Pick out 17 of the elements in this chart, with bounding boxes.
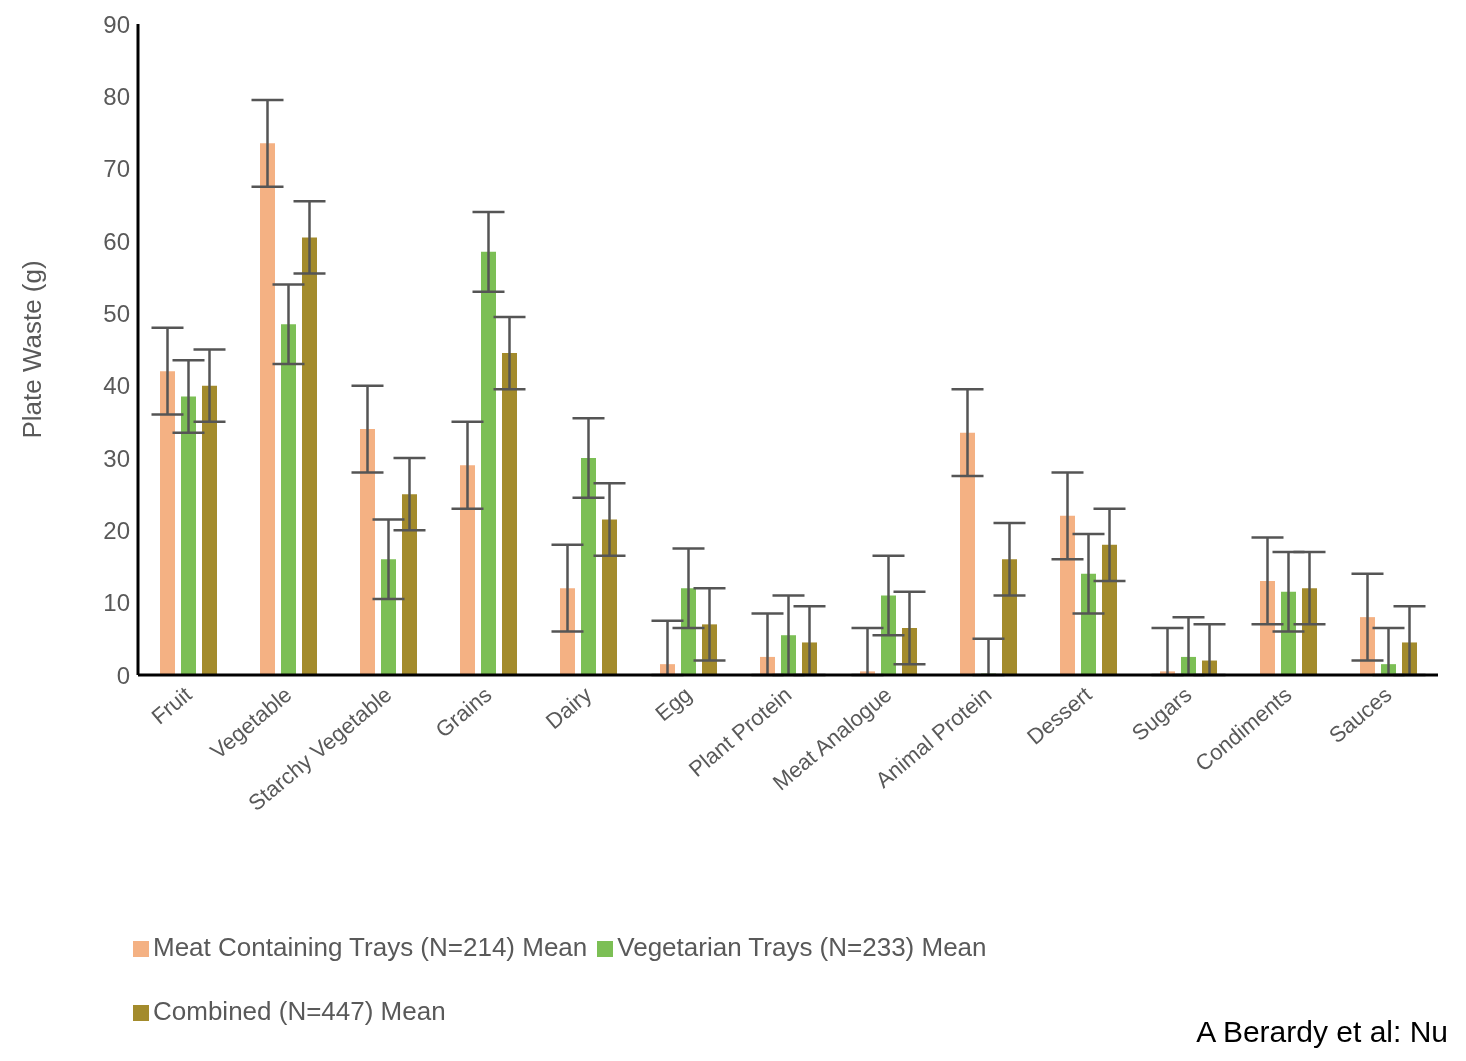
y-tick-label: 10 [103, 589, 130, 617]
legend-label: Meat Containing Trays (N=214) Mean [153, 932, 588, 962]
y-tick-label: 60 [103, 227, 130, 255]
y-tick-label: 70 [103, 155, 130, 183]
text: A Berardy et al: Nu [1196, 1015, 1448, 1049]
y-tick-label: 0 [116, 661, 130, 689]
legend-label: Vegetarian Trays (N=233) Mean [617, 932, 987, 962]
y-tick-label: 90 [103, 10, 130, 38]
x-tick-label: Egg [650, 681, 697, 727]
legend-label: Combined (N=447) Mean [153, 996, 446, 1026]
y-tick-label: 40 [103, 372, 130, 400]
y-tick-label: 50 [103, 299, 130, 327]
x-tick-label: Fruit [146, 681, 197, 730]
y-tick-label: 80 [103, 82, 130, 110]
y-tick-label: 30 [103, 444, 130, 472]
y-tick-label: 20 [103, 516, 130, 544]
y-axis-title: Plate Waste (g) [17, 260, 48, 439]
